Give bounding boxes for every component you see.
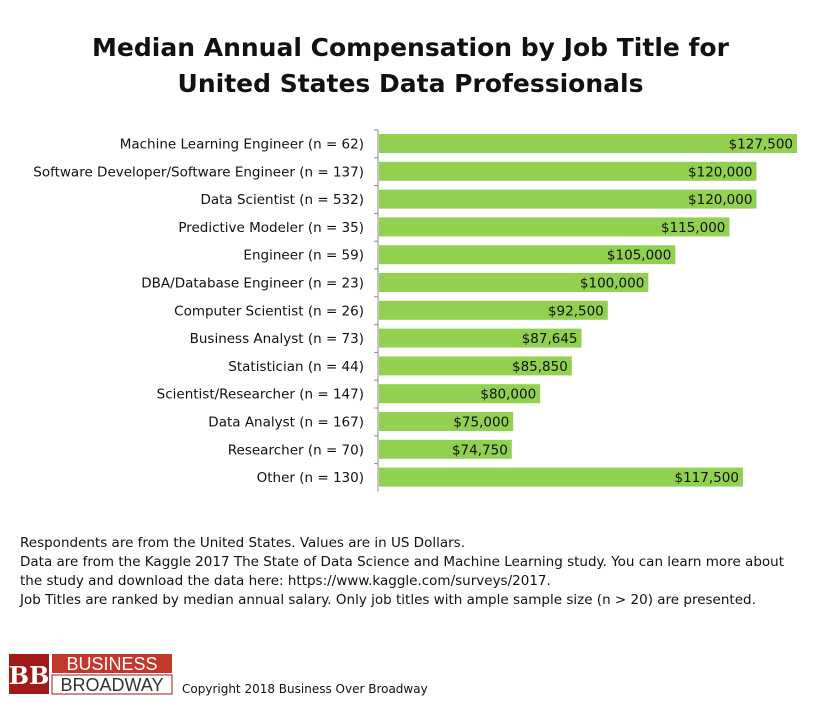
value-label: $74,750 [452,442,508,458]
category-label: Computer Scientist (n = 26) [174,303,364,319]
value-label: $120,000 [688,192,752,208]
category-label: Predictive Modeler (n = 35) [178,220,364,236]
bar [379,328,582,348]
category-label: Business Analyst (n = 73) [190,331,364,347]
bar [379,245,676,265]
logo-word-broadway: BROADWAY [60,675,163,695]
category-label: Other (n = 130) [257,470,364,486]
category-label: Data Scientist (n = 532) [200,192,364,208]
chart-title: Median Annual Compensation by Job Title … [0,30,821,102]
footnote-1: Respondents are from the United States. … [20,535,465,551]
business-broadway-logo: BB BUSINESS BROADWAY [8,651,174,697]
logo-band-bottom [51,674,173,695]
copyright-text: Copyright 2018 Business Over Broadway [182,682,428,696]
bar [379,467,743,487]
bar [379,356,572,376]
logo-square [9,654,49,694]
value-label: $87,645 [522,331,578,347]
value-label: $120,000 [688,164,752,180]
bar [379,273,649,292]
logo-letters: BB [9,661,50,690]
value-label: $75,000 [453,415,509,431]
value-label: $115,000 [661,220,725,236]
bar [379,161,757,181]
bar-chart: Machine Learning Engineer (n = 62) $127,5… [33,129,797,492]
bar [379,217,730,237]
value-label: $100,000 [580,276,644,292]
category-label: Data Analyst (n = 167) [208,415,364,431]
bar [379,189,757,209]
chart-title-line-2: United States Data Professionals [177,69,644,98]
value-label: $127,500 [729,137,793,153]
footnote-3: Job Titles are ranked by median annual s… [20,592,756,608]
bar [379,439,512,459]
footnote-2: Data are from the Kaggle 2017 The State … [20,554,784,589]
bar [379,384,541,404]
logo-band-top [52,654,172,673]
value-label: $85,850 [512,359,568,375]
bar [379,134,797,153]
category-label: Researcher (n = 70) [228,442,364,458]
chart-title-line-1: Median Annual Compensation by Job Title … [92,33,729,62]
category-label: Machine Learning Engineer (n = 62) [120,137,364,153]
logo-word-business: BUSINESS [66,654,157,674]
value-label: $80,000 [480,387,536,403]
footnotes: Respondents are from the United States. … [20,534,810,610]
value-label: $117,500 [675,470,739,486]
value-label: $105,000 [607,248,671,264]
category-label: Statistician (n = 44) [228,359,364,375]
category-label: Scientist/Researcher (n = 147) [157,387,364,403]
bar [379,300,608,320]
category-label: DBA/Database Engineer (n = 23) [141,276,364,292]
value-label: $92,500 [548,303,604,319]
category-label: Software Developer/Software Engineer (n … [33,164,364,180]
category-label: Engineer (n = 59) [243,248,364,264]
bar [379,412,514,431]
